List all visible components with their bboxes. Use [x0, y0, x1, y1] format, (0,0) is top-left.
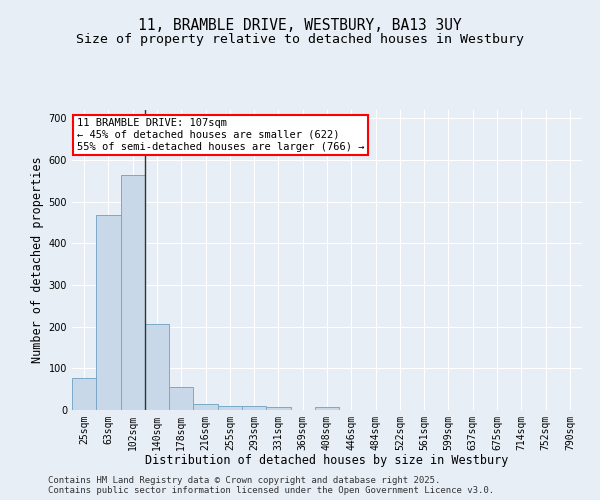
Text: 11, BRAMBLE DRIVE, WESTBURY, BA13 3UY: 11, BRAMBLE DRIVE, WESTBURY, BA13 3UY: [138, 18, 462, 32]
Y-axis label: Number of detached properties: Number of detached properties: [31, 156, 44, 364]
X-axis label: Distribution of detached houses by size in Westbury: Distribution of detached houses by size …: [145, 454, 509, 468]
Bar: [218, 406, 242, 410]
Text: 11 BRAMBLE DRIVE: 107sqm
← 45% of detached houses are smaller (622)
55% of semi-: 11 BRAMBLE DRIVE: 107sqm ← 45% of detach…: [77, 118, 364, 152]
Bar: [145, 324, 169, 410]
Bar: [96, 215, 121, 410]
Text: Contains HM Land Registry data © Crown copyright and database right 2025.
Contai: Contains HM Land Registry data © Crown c…: [48, 476, 494, 495]
Bar: [242, 406, 266, 410]
Bar: [169, 387, 193, 410]
Bar: [266, 406, 290, 410]
Bar: [315, 406, 339, 410]
Bar: [193, 404, 218, 410]
Bar: [72, 378, 96, 410]
Text: Size of property relative to detached houses in Westbury: Size of property relative to detached ho…: [76, 32, 524, 46]
Bar: [121, 176, 145, 410]
